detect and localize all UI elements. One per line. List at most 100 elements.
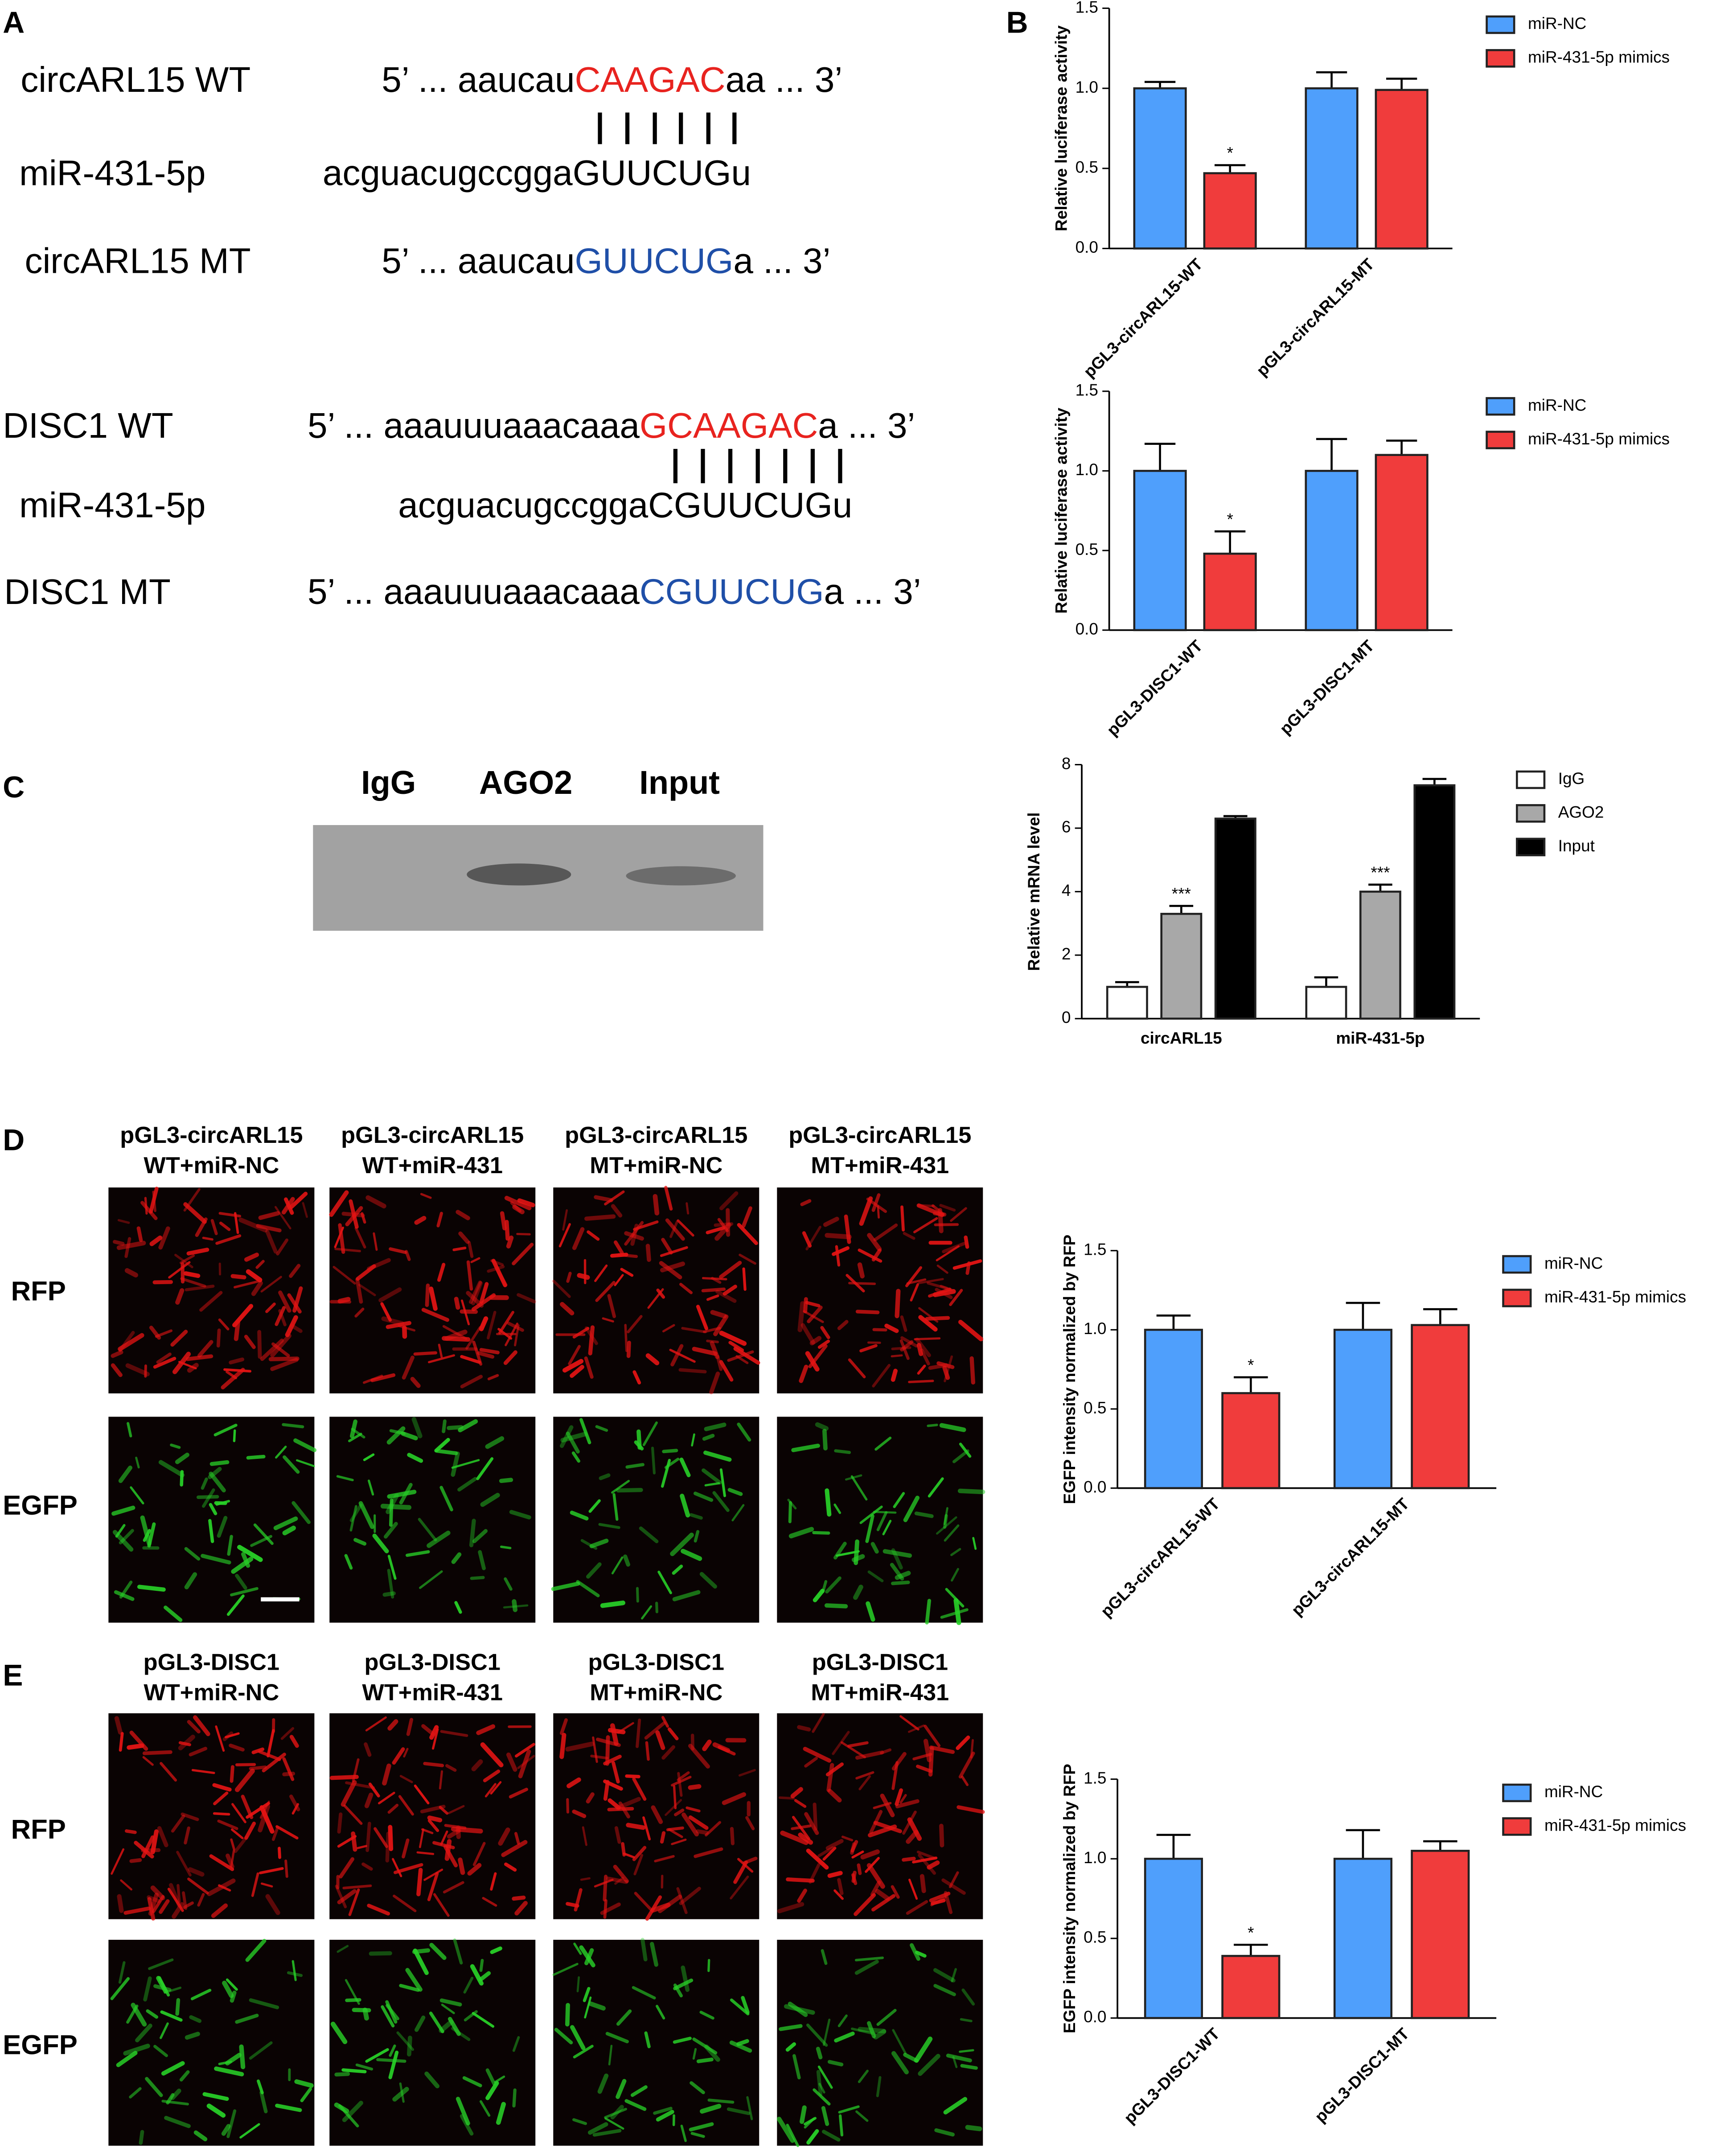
cell xyxy=(171,1815,185,1833)
cell xyxy=(640,1938,648,1962)
cell xyxy=(349,1199,359,1229)
cell xyxy=(851,1850,864,1859)
cell xyxy=(636,1429,642,1450)
cell xyxy=(837,1320,849,1331)
cell xyxy=(441,2004,455,2014)
cell xyxy=(484,1783,497,1798)
cell xyxy=(552,1280,571,1298)
cell xyxy=(943,2097,968,2115)
cell xyxy=(952,1449,969,1463)
cell xyxy=(592,2129,622,2137)
cell xyxy=(681,1812,699,1837)
cell xyxy=(423,1869,443,1881)
error-bar xyxy=(1316,438,1347,471)
cell xyxy=(661,1745,676,1760)
cell xyxy=(275,1825,299,1840)
cell xyxy=(214,2066,244,2077)
cell xyxy=(560,1302,575,1316)
cell xyxy=(570,2025,586,2050)
cell xyxy=(605,2032,629,2044)
cell xyxy=(624,1221,644,1246)
cell xyxy=(392,1747,405,1765)
cell xyxy=(389,2044,396,2057)
cell xyxy=(231,1803,246,1823)
cell xyxy=(405,1550,430,1557)
cell xyxy=(143,1976,152,2002)
cell xyxy=(645,1741,650,1761)
bar xyxy=(1305,470,1359,631)
cell xyxy=(509,1510,531,1519)
cell xyxy=(906,1900,928,1915)
cell xyxy=(788,1527,814,1539)
cell xyxy=(514,1324,520,1347)
cell xyxy=(289,1735,299,1748)
micrograph xyxy=(108,1713,315,1921)
cell xyxy=(972,1537,977,1550)
cell xyxy=(910,1943,920,1961)
cell xyxy=(209,1503,218,1515)
micrograph-bg xyxy=(553,1939,759,2146)
legend-swatch xyxy=(1502,1783,1532,1803)
cell xyxy=(380,1302,392,1322)
cell xyxy=(512,1243,534,1265)
cell xyxy=(821,2106,829,2126)
cell xyxy=(903,1232,915,1240)
cell xyxy=(875,1889,890,1901)
cell xyxy=(339,1857,355,1879)
cell xyxy=(668,1828,683,1838)
cell xyxy=(695,1829,709,1835)
cell xyxy=(582,1826,587,1846)
cell xyxy=(378,1791,395,1805)
cell xyxy=(608,2045,613,2066)
cell xyxy=(917,1364,926,1375)
cell xyxy=(472,1340,483,1366)
cell xyxy=(381,2005,395,2028)
cell xyxy=(453,1938,463,1965)
cell xyxy=(416,1851,435,1855)
sequence-part: 5’ ... aaucau xyxy=(382,60,575,99)
cell xyxy=(387,1719,398,1731)
cell xyxy=(562,1359,584,1373)
cell xyxy=(351,1428,365,1439)
sequence-part: CGUUCUG xyxy=(648,485,833,525)
sequence-label: DISC1 MT xyxy=(4,572,171,612)
cell xyxy=(900,1315,907,1332)
bar xyxy=(1305,986,1347,1020)
cell xyxy=(467,1863,482,1876)
cell xyxy=(499,1478,513,1483)
cell xyxy=(111,1350,123,1358)
cell xyxy=(559,1425,574,1448)
cell xyxy=(187,1363,199,1373)
cell xyxy=(460,1375,483,1388)
error-bar xyxy=(1423,1308,1457,1325)
error-bar xyxy=(1234,1376,1268,1393)
cell xyxy=(603,1754,622,1766)
cell xyxy=(933,1984,956,1996)
cell xyxy=(961,1775,969,1786)
cell xyxy=(187,1720,201,1733)
cell xyxy=(172,1351,191,1374)
y-tick-label: 0.0 xyxy=(1084,1478,1106,1496)
cell xyxy=(959,1442,972,1458)
cell xyxy=(626,1340,631,1358)
sequence-part: aa ... 3’ xyxy=(726,60,843,99)
cell xyxy=(715,1289,737,1303)
cell xyxy=(217,1819,238,1830)
cell xyxy=(944,1355,953,1383)
cell xyxy=(699,2103,722,2114)
cell xyxy=(413,1351,437,1356)
cell xyxy=(873,1223,898,1242)
y-axis-label: Relative luciferase activity xyxy=(1052,407,1071,613)
cell xyxy=(891,1354,903,1358)
cell xyxy=(920,1348,930,1366)
cell xyxy=(727,2107,751,2115)
cell xyxy=(202,1488,215,1508)
cell xyxy=(287,1293,302,1314)
micrograph xyxy=(551,1417,759,1623)
cell xyxy=(463,1976,474,1994)
cell xyxy=(927,1860,940,1870)
cell xyxy=(462,2076,482,2087)
cell xyxy=(912,1856,938,1864)
cell xyxy=(956,1735,970,1750)
cell xyxy=(691,1433,695,1447)
